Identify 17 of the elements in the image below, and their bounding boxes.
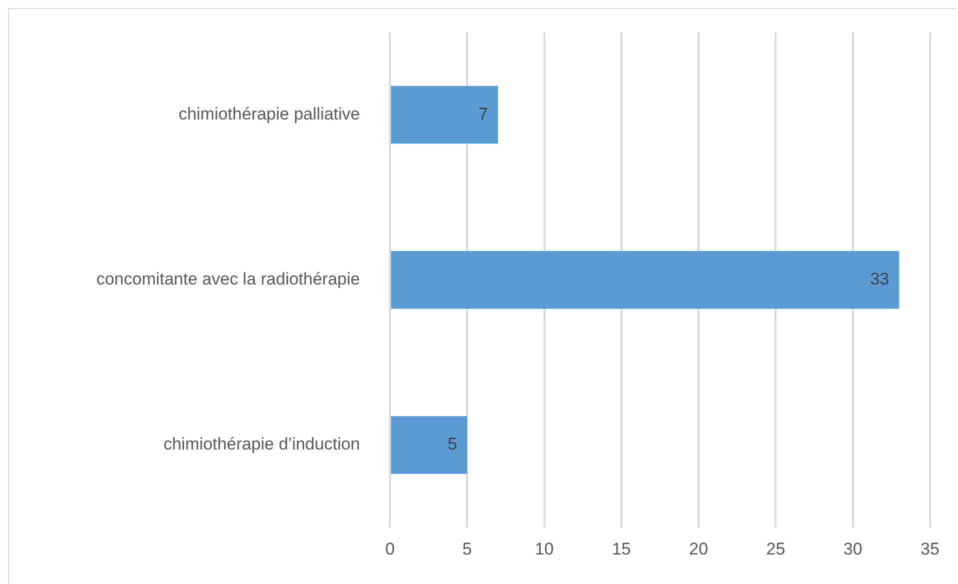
data-label: 33 [870, 270, 890, 289]
y-tick-label: chimiothérapie palliative [178, 104, 360, 124]
x-tick-label: 0 [385, 539, 395, 558]
x-tick-label: 20 [689, 539, 708, 558]
x-tick-label: 15 [612, 539, 631, 558]
x-tick-label: 5 [462, 539, 472, 558]
x-tick-label: 35 [920, 539, 940, 558]
x-tick-label: 30 [843, 539, 862, 558]
x-tick-label: 25 [766, 539, 786, 558]
data-label: 5 [448, 434, 458, 454]
y-tick-label: concomitante avec la radiothérapie [96, 270, 360, 289]
y-tick-label: chimiothérapie d’induction [163, 434, 360, 454]
bar [391, 251, 900, 309]
bar [391, 86, 498, 144]
data-label: 7 [478, 104, 488, 124]
bar [391, 416, 468, 474]
x-tick-label: 10 [534, 539, 554, 558]
